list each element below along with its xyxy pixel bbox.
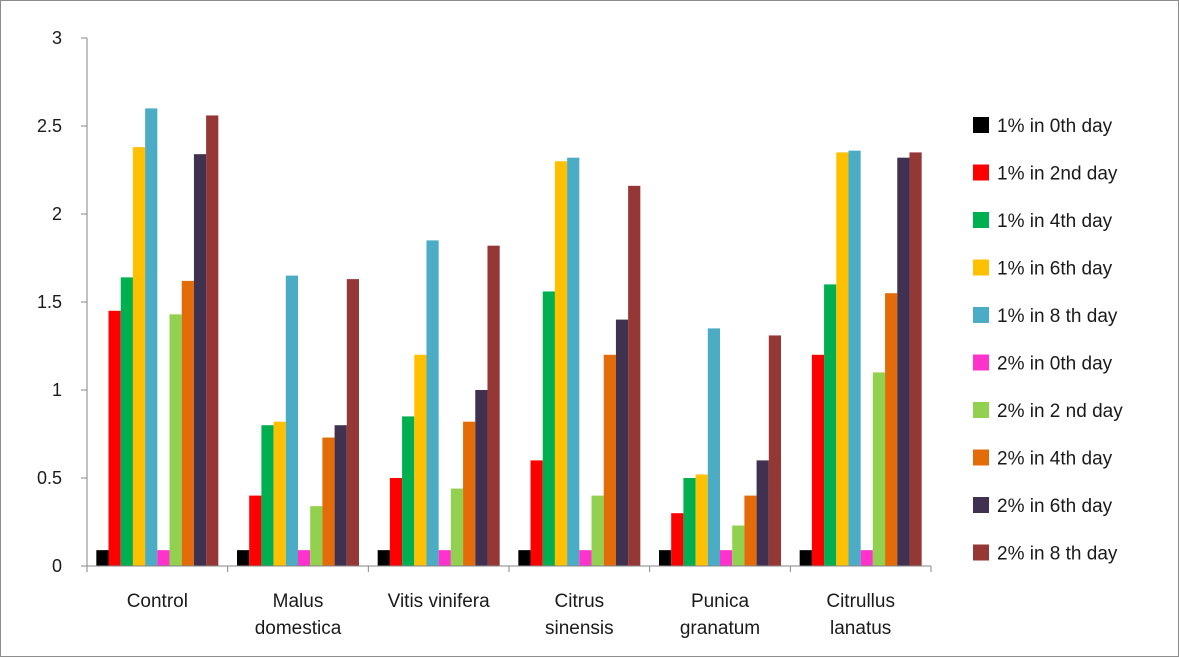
y-tick-label: 2.5 [37, 116, 62, 136]
bar-10-cat-4 [628, 185, 641, 566]
y-tick-label: 1.5 [37, 292, 62, 312]
bar-2-cat-1 [108, 310, 121, 566]
x-category-label: Citrus [555, 591, 605, 612]
y-tick-label: 2 [52, 204, 62, 224]
bar-7-cat-2 [310, 506, 323, 566]
legend-label: 1% in 4th day [997, 211, 1113, 232]
bar-2-cat-3 [389, 478, 403, 566]
bar-2-cat-2 [249, 495, 262, 566]
legend-label: 1% in 2nd day [997, 164, 1118, 185]
y-tick-label: 3 [52, 28, 62, 48]
legend-swatch [973, 307, 989, 323]
legend-swatch [973, 497, 989, 513]
bar-9-cat-3 [475, 390, 488, 566]
x-category-label: Punica [691, 591, 750, 612]
legend-label: 2% in 0th day [997, 354, 1113, 375]
bar-6-cat-5 [720, 550, 733, 566]
bar-3-cat-2 [261, 425, 274, 566]
bar-5-cat-1 [145, 108, 158, 567]
bar-7-cat-6 [872, 372, 886, 566]
bar-6-cat-4 [579, 550, 592, 566]
legend-label: 2% in 2 nd day [997, 401, 1123, 422]
x-category-label: Citrullus [826, 591, 895, 612]
bar-2-cat-5 [671, 513, 684, 566]
legend-swatch [973, 402, 989, 418]
y-tick-label: 1 [52, 380, 62, 400]
bar-8-cat-6 [885, 293, 898, 566]
legend-swatch [973, 354, 989, 371]
bar-5-cat-6 [848, 150, 861, 566]
legend-label: 2% in 8 th day [997, 544, 1118, 565]
bar-8-cat-4 [603, 354, 616, 566]
legend-swatch [973, 259, 989, 276]
legend-swatch [973, 164, 989, 181]
bar-1-cat-3 [377, 550, 390, 566]
legend-label: 1% in 6th day [997, 259, 1113, 280]
bar-4-cat-5 [695, 474, 708, 566]
bar-8-cat-3 [463, 421, 476, 566]
legend-swatch [973, 117, 989, 133]
x-category-label: granatum [680, 618, 760, 639]
legend-label: 2% in 6th day [997, 496, 1113, 517]
bar-7-cat-1 [169, 314, 182, 566]
bar-6-cat-3 [438, 550, 451, 566]
bar-1-cat-5 [659, 550, 672, 566]
x-category-label: Malus [273, 591, 324, 612]
bar-3-cat-6 [824, 284, 837, 566]
legend-label: 1% in 0th day [997, 116, 1113, 137]
legend-swatch [973, 449, 989, 466]
x-category-label: Vitis vinifera [388, 591, 491, 612]
x-category-label: domestica [255, 618, 342, 639]
bar-1-cat-1 [96, 550, 109, 566]
bar-10-cat-5 [768, 335, 781, 566]
bar-9-cat-4 [615, 319, 629, 566]
bar-3-cat-3 [402, 416, 415, 566]
bar-3-cat-4 [542, 291, 555, 566]
bar-5-cat-3 [426, 240, 439, 566]
bar-5-cat-4 [567, 157, 580, 566]
bar-4-cat-2 [273, 421, 286, 566]
bar-10-cat-3 [487, 245, 500, 566]
bar-8-cat-5 [744, 495, 757, 566]
bar-1-cat-2 [237, 550, 250, 566]
bar-5-cat-2 [285, 275, 298, 566]
bar-9-cat-1 [193, 154, 207, 566]
y-tick-label: 0.5 [37, 468, 62, 488]
bar-7-cat-3 [450, 488, 464, 566]
bar-9-cat-5 [756, 460, 769, 566]
bar-4-cat-3 [414, 354, 427, 566]
bar-4-cat-1 [132, 147, 146, 566]
bar-6-cat-6 [860, 550, 873, 566]
bar-6-cat-1 [157, 550, 170, 566]
bar-4-cat-4 [554, 161, 568, 566]
bar-5-cat-5 [707, 328, 720, 566]
bar-2-cat-4 [530, 460, 543, 566]
y-tick-label: 0 [52, 556, 62, 576]
x-category-label: lanatus [830, 618, 891, 639]
bar-1-cat-6 [799, 550, 812, 566]
bar-10-cat-6 [909, 152, 922, 566]
bar-7-cat-4 [591, 495, 604, 566]
bar-9-cat-6 [897, 157, 910, 566]
bar-4-cat-6 [836, 152, 849, 566]
bar-6-cat-2 [298, 550, 311, 566]
legend-swatch [973, 544, 989, 561]
bar-2-cat-6 [811, 354, 825, 566]
x-category-label: Control [127, 591, 188, 612]
bar-10-cat-1 [206, 115, 219, 566]
legend-label: 2% in 4th day [997, 449, 1113, 470]
bar-1-cat-4 [518, 550, 531, 566]
bar-7-cat-5 [732, 525, 745, 566]
bar-3-cat-1 [120, 277, 133, 566]
bar-10-cat-2 [346, 279, 359, 566]
bar-9-cat-2 [334, 425, 347, 566]
bar-3-cat-5 [683, 478, 696, 566]
legend-swatch [973, 212, 989, 228]
bar-8-cat-1 [181, 280, 194, 566]
x-category-label: sinensis [545, 618, 614, 639]
bar-8-cat-2 [322, 437, 335, 566]
legend-label: 1% in 8 th day [997, 306, 1118, 327]
